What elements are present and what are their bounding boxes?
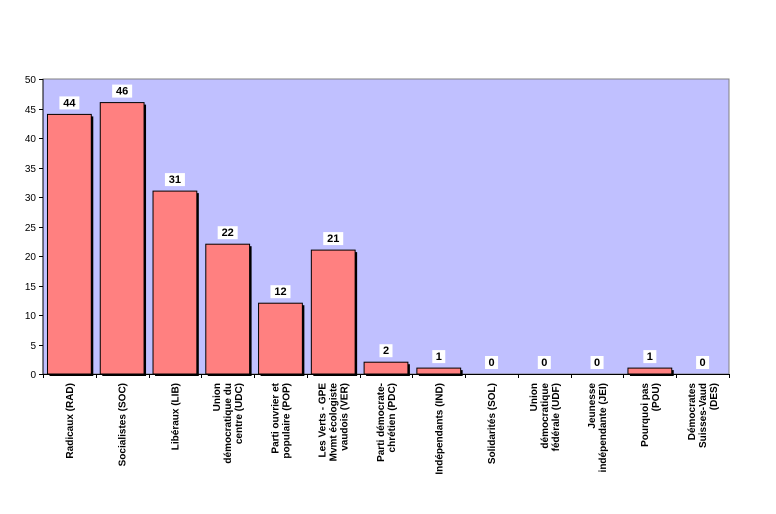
category-label: Union démocratique fédérale (UDF) (529, 383, 562, 452)
category-label: Radicaux (RAD) (65, 383, 76, 459)
category-label-line: Démocrates (687, 383, 698, 441)
data-label: 46 (116, 86, 128, 98)
data-label: 1 (436, 351, 442, 363)
y-tick-label: 20 (25, 252, 37, 263)
bar (99, 102, 145, 375)
category-label-line: Jeunesse (587, 383, 598, 429)
category-label-line: chrétien (PDC) (387, 383, 398, 452)
data-label-background (59, 96, 80, 110)
category-label: Libéraux (LIB) (170, 383, 181, 450)
bar (152, 190, 198, 375)
y-tick-label: 25 (25, 223, 37, 234)
category-label-line: Parti démocrate- (376, 383, 387, 462)
data-label-background (164, 173, 185, 187)
category-label-line: démocratique (540, 383, 551, 449)
y-tick-label: 30 (25, 193, 37, 204)
data-label-background (696, 356, 710, 369)
data-label-background (270, 285, 291, 299)
data-label: 12 (274, 286, 286, 298)
category-label-line: populaire (POP) (281, 383, 292, 459)
category-label-line: Pourquoi pas (640, 383, 651, 447)
category-label: Pourquoi pas (POU) (640, 383, 662, 447)
y-tick-label: 35 (25, 164, 37, 175)
y-tick-label: 10 (25, 311, 37, 322)
data-label: 1 (647, 351, 653, 363)
data-label-background (537, 356, 551, 369)
category-label: Jeunesse indépendante (JEI) (587, 383, 609, 473)
x-axis (43, 374, 730, 378)
data-label-background (379, 344, 393, 358)
category-label: Indépendants (IND) (434, 383, 445, 475)
category-label-line: Suisses-Vaud (698, 383, 709, 448)
category-label-line: Mvmt écologiste (329, 383, 340, 462)
category-label: Parti ouvrier et populaire (POP) (270, 382, 292, 458)
bar (205, 243, 251, 375)
bar (310, 249, 356, 375)
category-label-line: démocratique du (223, 383, 234, 464)
data-label: 2 (383, 345, 389, 357)
category-label: Socialistes (SOC) (118, 383, 129, 466)
data-label-background (643, 350, 657, 364)
category-label-line: Libéraux (LIB) (170, 383, 181, 450)
category-label-line: Indépendants (IND) (434, 383, 445, 475)
category-label-line: centre (UDC) (234, 383, 245, 444)
category-labels: Radicaux (RAD) Socialistes (SOC) Libéraux … (65, 382, 720, 474)
category-label: Démocrates Suisses-Vaud (DES) (687, 383, 720, 448)
y-tick-label: 0 (30, 370, 36, 381)
data-label-background (323, 232, 344, 246)
data-label: 21 (327, 233, 339, 245)
y-tick-label: 5 (30, 341, 36, 352)
bar (363, 361, 409, 375)
y-tick-label: 45 (25, 105, 37, 116)
bar (258, 302, 303, 375)
category-label-line: vaudois (VER) (340, 383, 351, 451)
data-label: 31 (169, 174, 181, 186)
data-label-background (485, 356, 499, 369)
category-label-line: Les Verts - GPE (318, 383, 329, 458)
data-label: 0 (488, 357, 494, 369)
category-label-line: indépendante (JEI) (598, 383, 609, 472)
y-tick-label: 50 (25, 75, 37, 86)
category-label-line: Socialistes (SOC) (118, 383, 129, 466)
data-label: 0 (541, 357, 547, 369)
y-tick-label: 15 (25, 282, 37, 293)
data-label-background (217, 226, 238, 240)
data-label-background (112, 84, 133, 98)
data-label: 0 (700, 357, 706, 369)
y-tick-label: 40 (25, 134, 37, 145)
category-label: Solidarités (SOL) (487, 383, 498, 464)
y-axis: 0 5 10 15 20 25 30 35 40 45 50 (25, 75, 44, 381)
category-label-line: Union (529, 383, 540, 411)
category-label-line: fédérale (UDF) (551, 383, 562, 451)
category-label-line: Radicaux (RAD) (65, 383, 76, 459)
data-label: 0 (594, 357, 600, 369)
bars (46, 102, 674, 377)
category-label-line: (DES) (709, 383, 720, 410)
bar (416, 367, 462, 375)
data-label: 22 (222, 227, 234, 239)
category-label: Union démocratique du centre (UDC) (212, 383, 245, 464)
category-label-line: Parti ouvrier et (270, 382, 281, 453)
category-label-line: (POU) (651, 383, 662, 411)
category-label: Les Verts - GPE Mvmt écologiste vaudois (V… (318, 383, 351, 462)
data-label-background (590, 356, 604, 369)
bar (627, 367, 673, 375)
bar (46, 113, 92, 375)
category-label: Parti démocrate-chrétien (PDC) (376, 383, 398, 462)
category-label-line: Union (212, 383, 223, 411)
category-label-line: Solidarités (SOL) (487, 383, 498, 464)
data-label: 44 (63, 97, 76, 109)
data-label-background (432, 350, 446, 364)
